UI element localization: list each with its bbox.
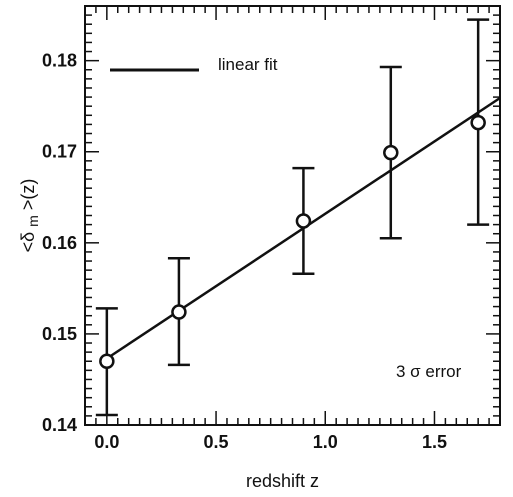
data-point bbox=[383, 144, 399, 161]
x-tick-label: 1.0 bbox=[313, 432, 338, 452]
data-point bbox=[295, 213, 312, 229]
data-point bbox=[99, 353, 115, 369]
x-tick-label: 1.5 bbox=[422, 432, 447, 452]
legend-label: linear fit bbox=[218, 55, 278, 74]
y-tick-label: 0.18 bbox=[42, 51, 77, 71]
y-tick-label: 0.15 bbox=[42, 324, 77, 344]
tick-labels-layer: 0.0 0.5 1.0 1.5 0.14 0.15 0.16 0.17 0.18 bbox=[42, 51, 447, 452]
legend: linear fit bbox=[110, 55, 278, 74]
x-tick-label: 0.0 bbox=[94, 432, 119, 452]
data-point bbox=[171, 304, 187, 320]
error-annotation: 3 σ error bbox=[396, 362, 462, 381]
y-axis-label-prefix: <δ bbox=[18, 232, 38, 253]
y-axis-label-subscript: m bbox=[25, 215, 41, 227]
y-tick-label: 0.14 bbox=[42, 415, 77, 435]
y-tick-label: 0.16 bbox=[42, 233, 77, 253]
x-tick-label: 0.5 bbox=[204, 432, 229, 452]
ticks-layer bbox=[84, 5, 501, 426]
data-points-layer bbox=[99, 114, 486, 369]
y-tick-label: 0.17 bbox=[42, 142, 77, 162]
x-axis-label: redshift z bbox=[246, 471, 319, 491]
error-bars-layer bbox=[95, 18, 490, 417]
y-axis-label-suffix: >(z) bbox=[18, 179, 38, 211]
data-point bbox=[470, 114, 486, 131]
y-axis-label: <δ m >(z) bbox=[18, 179, 42, 253]
